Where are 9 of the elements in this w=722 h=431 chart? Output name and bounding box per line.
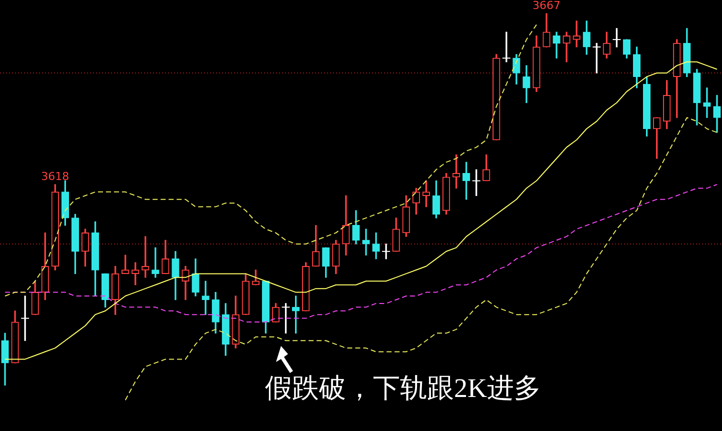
candlestick xyxy=(382,244,391,260)
candlestick xyxy=(20,296,30,341)
candlestick xyxy=(202,280,210,315)
annotation: 3618 xyxy=(41,170,70,183)
candlestick xyxy=(362,228,370,256)
candlestick xyxy=(152,247,160,278)
annotation: 3667 xyxy=(532,0,561,12)
candlestick xyxy=(703,88,711,118)
annotation: 假跌破，下轨跟2K进多 xyxy=(264,373,541,403)
